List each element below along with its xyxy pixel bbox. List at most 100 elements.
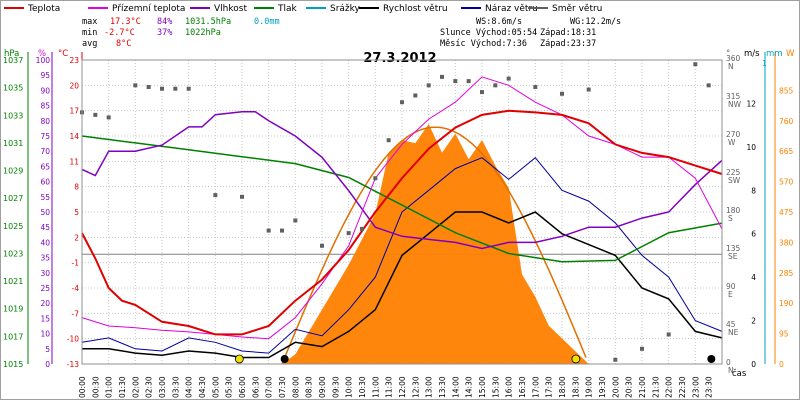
- hpa-tick-9: 1033: [3, 111, 23, 120]
- legend-label-2: Vlhkost: [214, 4, 247, 14]
- axis-ms-unit: m/s: [744, 49, 760, 59]
- w-tick-1: 95: [779, 330, 789, 339]
- pct-tick-20: 100: [36, 56, 51, 65]
- stat-avg-temp: 8°C: [116, 39, 131, 49]
- hpa-tick-10: 1035: [3, 84, 23, 93]
- ms-tick-3: 6: [751, 230, 756, 239]
- wind-dir-point-23: [466, 79, 471, 84]
- c-tick-1: -10: [67, 335, 79, 344]
- time-tick-35: 17:30: [545, 376, 554, 398]
- time-tick-26: 13:00: [425, 376, 434, 398]
- wind-dir-point-18: [400, 100, 404, 105]
- info-moon-rise: Měsíc Východ:7:36: [440, 39, 527, 49]
- wind-dir-point-7: [186, 86, 191, 91]
- moonrise-marker: [280, 355, 289, 363]
- time-tick-33: 16:30: [518, 376, 527, 398]
- wind-dir-point-5: [160, 86, 164, 91]
- w-tick-3: 285: [779, 269, 794, 278]
- pct-tick-17: 85: [40, 102, 50, 111]
- pct-tick-16: 80: [40, 117, 50, 126]
- time-tick-21: 10:30: [358, 376, 367, 398]
- time-tick-43: 21:30: [651, 376, 660, 398]
- time-tick-14: 07:00: [265, 376, 274, 398]
- time-tick-45: 22:30: [678, 376, 687, 398]
- pct-tick-2: 10: [40, 330, 50, 339]
- wind-dir-point-8: [213, 193, 218, 198]
- dir-label-6: E: [728, 290, 733, 299]
- series-humidity: [81, 110, 723, 250]
- stat-max-rain: 0.0mm: [254, 17, 280, 27]
- ms-tick-2: 4: [751, 273, 756, 282]
- hpa-tick-0: 1015: [3, 360, 23, 369]
- pct-tick-19: 95: [40, 71, 50, 80]
- stat-min-temp: -2.7°C: [104, 28, 135, 38]
- info-wg: WG:12.2m/s: [570, 17, 621, 27]
- time-tick-38: 19:00: [585, 376, 594, 398]
- time-tick-47: 23:30: [705, 376, 714, 398]
- c-tick-7: 8: [74, 183, 79, 192]
- info-moon-set: Západ:23:37: [540, 39, 596, 49]
- dir-tick-8: 0: [726, 358, 731, 367]
- time-tick-15: 07:30: [278, 376, 287, 398]
- time-tick-16: 08:00: [291, 376, 300, 398]
- pct-tick-13: 65: [40, 162, 50, 171]
- hpa-tick-8: 1031: [3, 139, 23, 148]
- hpa-tick-5: 1025: [3, 222, 23, 231]
- time-tick-10: 05:00: [211, 376, 220, 398]
- time-tick-28: 14:00: [451, 376, 460, 398]
- legend-label-3: Tlak: [277, 4, 298, 14]
- wind-dir-point-6: [173, 86, 178, 91]
- time-tick-37: 18:30: [571, 376, 580, 398]
- dir-label-8: N: [728, 366, 734, 375]
- c-tick-8: 11: [69, 157, 79, 166]
- series-solar-theory: [281, 126, 587, 365]
- w-tick-9: 855: [779, 86, 794, 95]
- stat-min-press: 1022hPa: [185, 28, 221, 38]
- time-tick-19: 09:30: [331, 376, 340, 398]
- dir-tick-0: 360: [726, 54, 741, 63]
- wind-dir-point-26: [506, 76, 511, 81]
- legend-label-0: Teplota: [27, 4, 60, 14]
- axis-dir-unit: °: [726, 49, 730, 59]
- c-tick-11: 20: [69, 81, 79, 90]
- c-tick-12: 23: [69, 56, 79, 65]
- time-tick-7: 03:30: [171, 376, 180, 398]
- dir-label-5: SE: [728, 252, 738, 261]
- wind-dir-point-13: [320, 243, 324, 248]
- wind-dir-point-3: [133, 83, 138, 88]
- legend-label-1: Přízemní teplota: [112, 4, 185, 14]
- time-tick-29: 14:30: [465, 376, 474, 398]
- info-sun-rise: Slunce Východ:05:54: [440, 28, 537, 38]
- time-tick-23: 11:30: [385, 376, 394, 398]
- stat-max-press: 1031.5hPa: [185, 17, 231, 27]
- wind-dir-point-21: [440, 74, 444, 79]
- c-tick-2: -7: [72, 309, 80, 318]
- wind-dir-point-24: [480, 90, 484, 95]
- dir-label-2: W: [728, 138, 736, 147]
- time-tick-32: 16:00: [505, 376, 514, 398]
- time-tick-3: 01:30: [118, 376, 127, 398]
- dir-tick-5: 135: [726, 244, 741, 253]
- wind-dir-point-20: [426, 83, 431, 88]
- time-tick-18: 09:00: [318, 376, 327, 398]
- wind-dir-point-19: [413, 93, 418, 98]
- time-axis-label: čas: [732, 368, 747, 379]
- wind-dir-point-28: [560, 91, 564, 96]
- pct-tick-9: 45: [40, 223, 50, 232]
- wind-dir-point-29: [586, 87, 591, 92]
- legend-label-5: Rychlost větru: [383, 4, 448, 14]
- wind-dir-point-15: [360, 226, 364, 231]
- wind-dir-point-14: [346, 231, 351, 236]
- c-tick-3: -4: [72, 284, 80, 293]
- axis-w-unit: W: [786, 49, 795, 59]
- sunset-marker: [571, 354, 581, 364]
- c-tick-0: -13: [67, 360, 79, 369]
- axis-mm-unit: mm: [766, 49, 783, 59]
- time-tick-39: 19:30: [598, 376, 607, 398]
- ms-tick-4: 8: [751, 186, 756, 195]
- wind-dir-point-16: [373, 176, 378, 181]
- time-tick-20: 10:00: [345, 376, 354, 398]
- wind-dir-point-1: [93, 112, 98, 117]
- wind-dir-point-10: [266, 228, 271, 233]
- hpa-tick-11: 1037: [3, 56, 23, 65]
